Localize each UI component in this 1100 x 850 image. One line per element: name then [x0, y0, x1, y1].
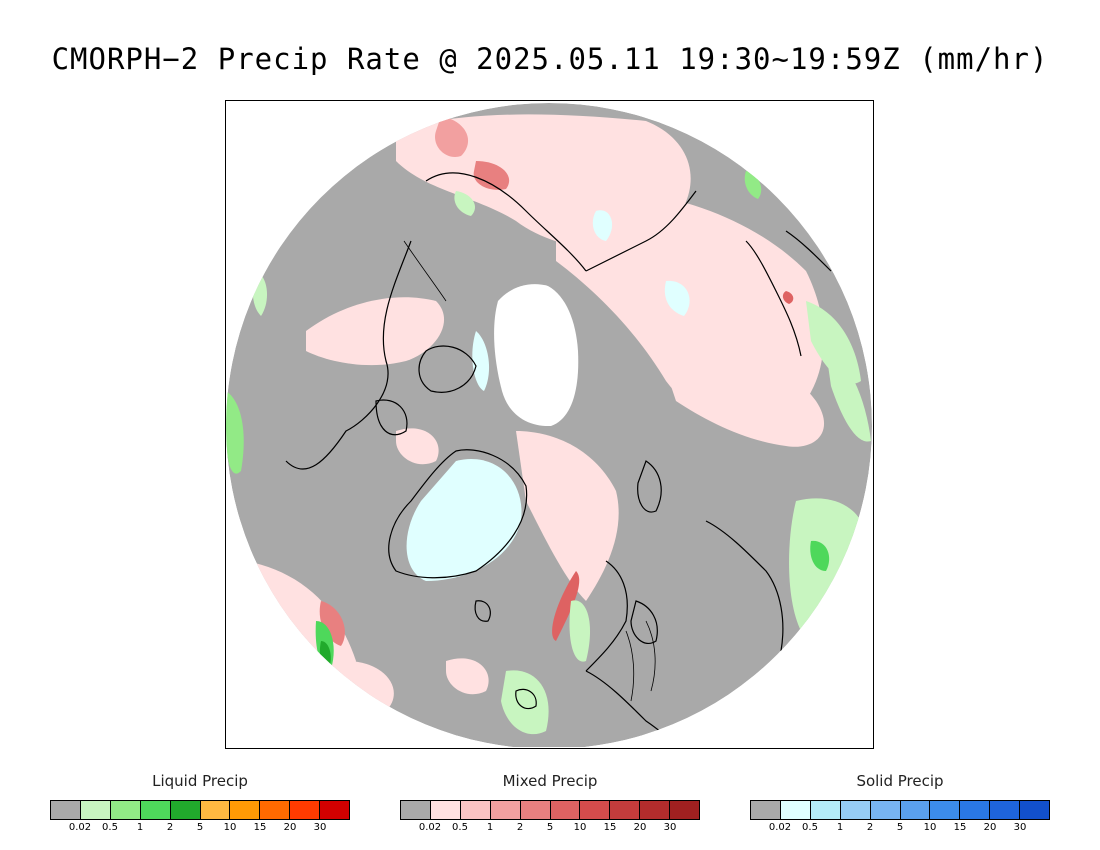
- legend-swatch: [990, 801, 1021, 819]
- legend-swatch: [260, 801, 291, 819]
- tick-label: 0.02: [68, 822, 92, 833]
- legend-swatch: [810, 801, 841, 819]
- tick-label: 15: [253, 822, 267, 833]
- tick-label: 0.02: [768, 822, 792, 833]
- legend-swatch: [751, 801, 781, 819]
- tick-label: 5: [546, 822, 554, 833]
- tick-label: 0.5: [802, 822, 818, 833]
- tick-label: 2: [516, 822, 524, 833]
- legend-swatch: [200, 801, 231, 819]
- legend-mixed: Mixed Precip 0.02 0.5 1 2 5 10 15 20 30: [400, 770, 700, 840]
- tick-label: 10: [223, 822, 237, 833]
- tick-label: 5: [196, 822, 204, 833]
- legend-swatch: [870, 801, 901, 819]
- precip-map: [226, 103, 872, 747]
- legend-swatch: [290, 801, 321, 819]
- tick-label: 20: [283, 822, 297, 833]
- legend-solid: Solid Precip 0.02 0.5 1 2 5 10 15 20 30: [750, 770, 1050, 840]
- legend-swatch: [780, 801, 811, 819]
- tick-label: 0.02: [418, 822, 442, 833]
- legend-swatch: [430, 801, 461, 819]
- mixed-precip-moderate: [319, 116, 794, 646]
- legend-swatch: [930, 801, 961, 819]
- tick-label: 20: [633, 822, 647, 833]
- solid-precip-regions: [406, 210, 690, 581]
- tick-label: 10: [573, 822, 587, 833]
- legend-swatch: [51, 801, 81, 819]
- legend-swatch: [670, 801, 700, 819]
- tick-label: 1: [836, 822, 844, 833]
- tick-label: 20: [983, 822, 997, 833]
- boundaries: [403, 240, 656, 702]
- legend-swatch: [80, 801, 111, 819]
- tick-labels: 0.02 0.5 1 2 5 10 15 20 30: [50, 822, 350, 836]
- page-title: CMORPH−2 Precip Rate @ 2025.05.11 19:30~…: [51, 42, 1049, 76]
- legend-swatch: [110, 801, 141, 819]
- tick-label: 0.5: [102, 822, 118, 833]
- legend-liquid: Liquid Precip 0.02 0.5 1 2 5 10 15 20 30: [50, 770, 350, 840]
- legend-swatch: [170, 801, 201, 819]
- legend-swatch: [320, 801, 350, 819]
- legend-swatch: [230, 801, 261, 819]
- no-data-region: [494, 284, 579, 427]
- color-bar: [50, 800, 350, 820]
- legend-title: Liquid Precip: [152, 772, 248, 790]
- legend-title: Solid Precip: [856, 772, 944, 790]
- legend-title: Mixed Precip: [502, 772, 598, 790]
- tick-label: 15: [603, 822, 617, 833]
- legend-swatch: [140, 801, 171, 819]
- legend-swatch: [401, 801, 431, 819]
- tick-label: 10: [923, 822, 937, 833]
- legend-swatch: [490, 801, 521, 819]
- tick-label: 2: [866, 822, 874, 833]
- tick-label: 2: [166, 822, 174, 833]
- legend-swatch: [640, 801, 671, 819]
- legend-swatch: [550, 801, 581, 819]
- liquid-precip-regions: [226, 171, 871, 735]
- mixed-precip-regions: [246, 114, 825, 712]
- tick-label: 1: [486, 822, 494, 833]
- legend-swatch: [460, 801, 491, 819]
- tick-label: 0.5: [452, 822, 468, 833]
- legend-swatch: [1020, 801, 1050, 819]
- color-bar: [750, 800, 1050, 820]
- map-frame: [225, 100, 874, 749]
- tick-labels: 0.02 0.5 1 2 5 10 15 20 30: [400, 822, 700, 836]
- tick-label: 30: [663, 822, 677, 833]
- legend-swatch: [610, 801, 641, 819]
- legend-swatch: [900, 801, 931, 819]
- legend-swatch: [840, 801, 871, 819]
- legend-swatch: [580, 801, 611, 819]
- tick-label: 1: [136, 822, 144, 833]
- color-bar: [400, 800, 700, 820]
- tick-label: 15: [953, 822, 967, 833]
- tick-label: 30: [313, 822, 327, 833]
- tick-labels: 0.02 0.5 1 2 5 10 15 20 30: [750, 822, 1050, 836]
- coastlines: [285, 172, 832, 747]
- legend-swatch: [960, 801, 991, 819]
- tick-label: 30: [1013, 822, 1027, 833]
- legend-swatch: [520, 801, 551, 819]
- tick-label: 5: [896, 822, 904, 833]
